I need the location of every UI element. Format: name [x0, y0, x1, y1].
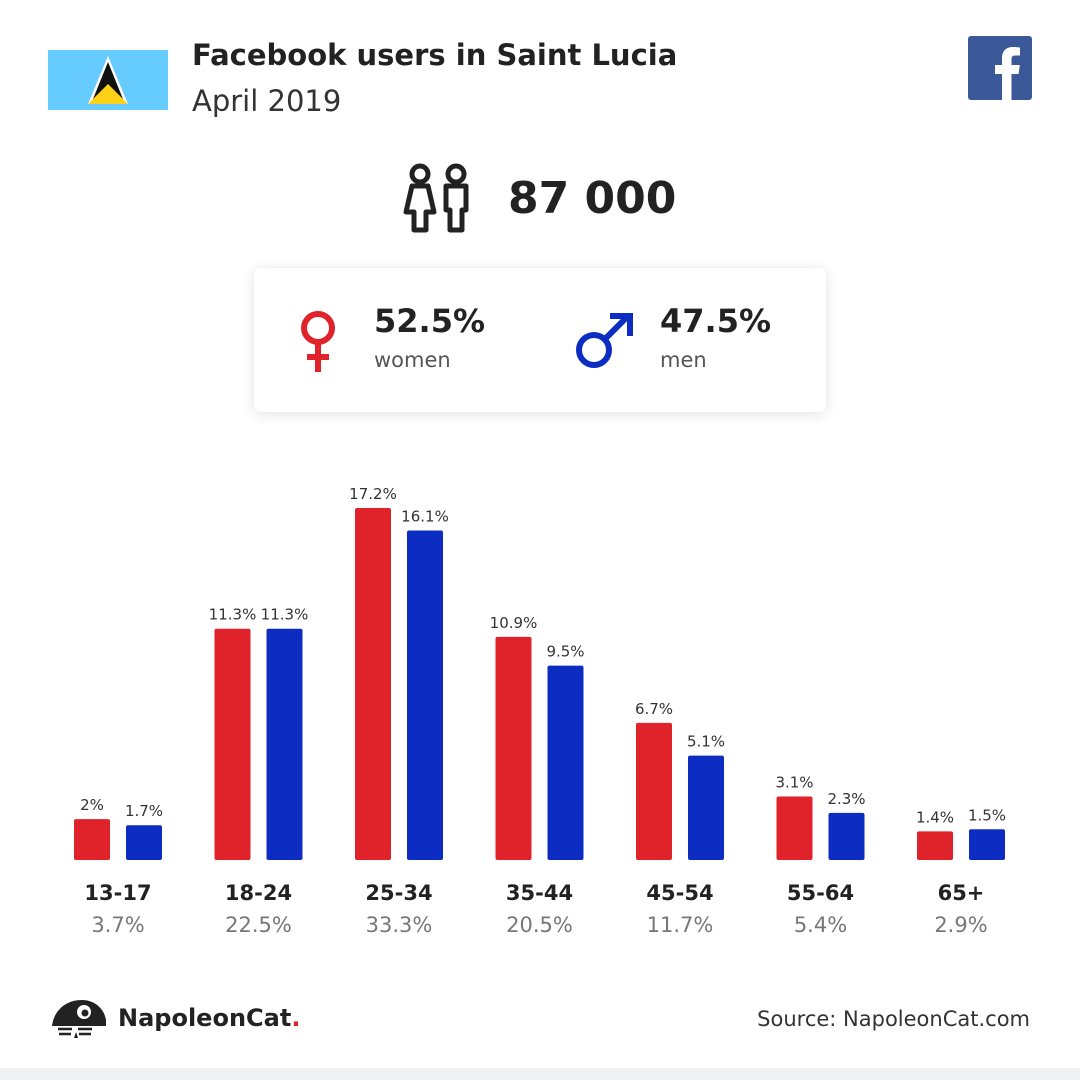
bar-women-13-17 — [74, 819, 110, 860]
bar-men-45-54 — [688, 755, 724, 860]
brand-name: NapoleonCat — [118, 1004, 292, 1032]
brand-dot: . — [291, 1004, 301, 1032]
category-total-25-34: 33.3% — [366, 913, 433, 937]
data-label-men-25-34: 16.1% — [401, 508, 449, 526]
category-label-25-34: 25-34 — [365, 881, 432, 905]
women-label: women — [374, 348, 451, 372]
data-label-men-65+: 1.5% — [968, 806, 1006, 824]
data-label-men-45-54: 5.1% — [687, 733, 725, 751]
bar-women-25-34 — [355, 508, 391, 860]
category-total-35-44: 20.5% — [506, 913, 573, 937]
men-percentage: 47.5% — [660, 302, 772, 340]
data-label-women-35-44: 10.9% — [490, 614, 538, 632]
category-label-45-54: 45-54 — [646, 881, 713, 905]
bar-women-18-24 — [214, 628, 251, 860]
source-credit[interactable]: Source: NapoleonCat.com — [757, 1007, 1030, 1031]
bar-men-18-24 — [266, 628, 303, 860]
users-icon — [400, 162, 478, 234]
bar-men-65+ — [969, 829, 1005, 860]
page-subtitle: April 2019 — [192, 84, 342, 118]
category-total-45-54: 11.7% — [647, 913, 714, 937]
category-total-13-17: 3.7% — [91, 913, 144, 937]
bar-women-55-64 — [776, 796, 813, 860]
data-label-men-35-44: 9.5% — [546, 643, 584, 661]
category-total-18-24: 22.5% — [225, 913, 292, 937]
female-icon — [298, 310, 344, 378]
data-label-men-13-17: 1.7% — [125, 802, 163, 820]
bar-men-55-64 — [828, 812, 865, 860]
total-users: 87 000 — [400, 160, 676, 236]
bar-women-65+ — [917, 831, 953, 860]
napoleoncat-brand: NapoleonCat. — [118, 1004, 300, 1032]
bar-men-35-44 — [547, 665, 584, 860]
data-label-men-18-24: 11.3% — [261, 606, 309, 624]
category-label-13-17: 13-17 — [84, 881, 151, 905]
saint-lucia-flag-icon — [48, 50, 168, 110]
data-label-women-65+: 1.4% — [916, 808, 954, 826]
age-gender-bar-chart: 2% 1.7% 13-17 3.7% 11.3% 11.3% 18-24 22.5% 17.2%… — [74, 485, 1006, 937]
napoleoncat-logo-icon — [48, 996, 108, 1042]
data-label-women-25-34: 17.2% — [349, 485, 397, 503]
category-label-65+: 65+ — [938, 881, 985, 905]
men-label: men — [660, 348, 707, 372]
gender-split-card: 52.5% women 47.5% men — [254, 268, 826, 412]
total-users-value: 87 000 — [508, 172, 677, 224]
page-title: Facebook users in Saint Lucia — [192, 38, 678, 72]
category-label-18-24: 18-24 — [225, 881, 292, 905]
category-label-35-44: 35-44 — [506, 881, 573, 905]
data-label-men-55-64: 2.3% — [827, 790, 865, 808]
data-label-women-55-64: 3.1% — [775, 774, 813, 792]
bar-men-13-17 — [126, 825, 162, 860]
category-total-55-64: 5.4% — [794, 913, 847, 937]
facebook-icon[interactable] — [968, 36, 1032, 100]
footer-strip — [0, 1068, 1080, 1080]
women-percentage: 52.5% — [374, 302, 486, 340]
data-label-women-45-54: 6.7% — [635, 700, 673, 718]
bar-men-25-34 — [407, 530, 443, 860]
bar-women-45-54 — [636, 722, 672, 860]
category-label-55-64: 55-64 — [787, 881, 854, 905]
data-label-women-18-24: 11.3% — [209, 606, 257, 624]
male-icon — [574, 310, 636, 376]
data-label-women-13-17: 2% — [80, 796, 104, 814]
bar-women-35-44 — [495, 636, 532, 860]
category-total-65+: 2.9% — [934, 913, 987, 937]
